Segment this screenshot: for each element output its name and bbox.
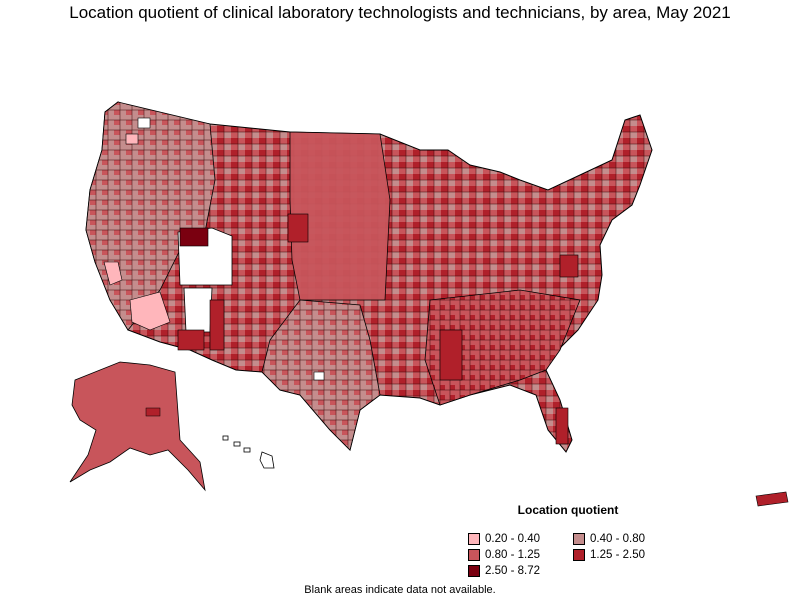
legend-swatch [573,549,585,561]
high-area-mississippi [439,329,463,381]
legend-item: 0.20 - 0.40 [468,533,573,545]
legend-item: 2.50 - 8.72 [468,565,573,577]
hawaii-islands [222,435,275,469]
low-area-california [103,261,123,286]
alaska-region [69,361,206,492]
footnote: Blank areas indicate data not available. [304,584,496,596]
high-area-florida [555,407,569,445]
legend-label: 0.20 - 0.40 [485,533,540,545]
legend-label: 2.50 - 8.72 [485,565,540,577]
legend-label: 1.25 - 2.50 [590,549,645,561]
no-data-area-washington [137,117,151,129]
puerto-rico [755,491,789,507]
low-area-oregon [125,133,139,145]
no-data-area-texas [313,371,325,381]
legend-label: 0.40 - 0.80 [590,533,645,545]
no-data-area-new-mexico [183,287,213,333]
southeast-region [424,289,581,406]
legend-item: 0.40 - 0.80 [573,533,683,545]
legend-label: 0.80 - 1.25 [485,549,540,561]
high-area-nebraska [287,213,309,243]
legend-title: Location quotient [517,503,619,517]
legend-swatch [573,533,585,545]
plains-region [289,131,391,301]
legend-swatch [468,565,480,577]
high-area-arizona [177,329,205,351]
high-area-new-mexico [209,299,225,351]
map-title: Location quotient of clinical laboratory… [69,3,731,22]
legend-swatch [468,549,480,561]
low-area-arizona [129,291,171,331]
legend-swatch [468,533,480,545]
legend-items: 0.20 - 0.40 0.40 - 0.80 0.80 - 1.25 1.25… [468,533,698,577]
map-legend: Location quotient 0.20 - 0.40 0.40 - 0.8… [468,503,698,577]
legend-item: 1.25 - 2.50 [573,549,683,561]
legend-item: 0.80 - 1.25 [468,549,573,561]
alaska-high-area [145,407,161,417]
high-area-colorado [179,227,209,247]
high-area-virginia [559,254,579,278]
